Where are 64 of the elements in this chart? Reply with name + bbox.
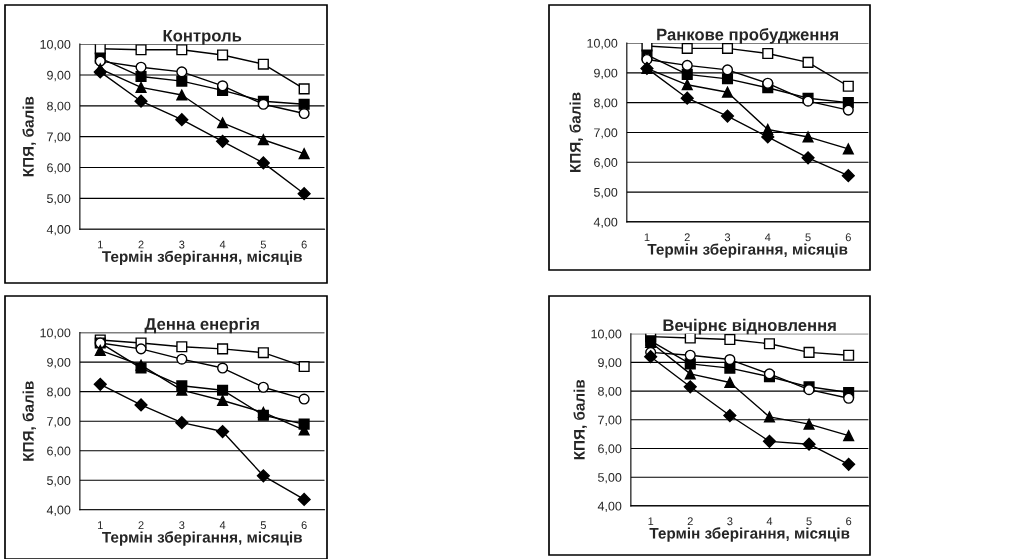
y-tick-label: 6,00 (598, 444, 622, 455)
y-tick-label: 7,00 (598, 415, 622, 426)
x-axis-title: Термін зберігання, місяців (102, 531, 302, 546)
chart-title: Денна енергія (144, 317, 259, 334)
y-tick-label: 5,00 (598, 473, 622, 484)
y-tick-label: 10,00 (40, 39, 71, 51)
x-tick-label: 2 (687, 517, 693, 526)
y-tick-label: 8,00 (594, 98, 618, 109)
x-axis-title: Термін зберігання, місяців (649, 527, 850, 542)
x-axis-title: Термін зберігання, місяців (647, 243, 848, 258)
y-axis-title: КПЯ, балів (22, 96, 36, 177)
x-tick-label: 3 (727, 517, 733, 526)
x-tick-label: 2 (684, 233, 690, 242)
x-tick-label: 1 (98, 240, 103, 249)
y-tick-label: 9,00 (47, 70, 71, 82)
chart-title: Вечірнє відновлення (663, 318, 836, 335)
y-tick-label: 8,00 (47, 101, 71, 112)
x-tick-label: 6 (301, 240, 307, 249)
y-axis-title: КПЯ, балів (22, 381, 36, 461)
y-tick-label: 7,00 (47, 132, 71, 143)
x-axis-title: Термін зберігання, місяців (102, 250, 302, 266)
x-tick-label: 5 (805, 233, 811, 242)
y-tick-label: 9,00 (47, 357, 71, 369)
y-tick-label: 9,00 (598, 358, 622, 369)
x-tick-label: 4 (219, 240, 226, 249)
y-axis-title: КПЯ, балів (569, 92, 583, 172)
y-tick-label: 7,00 (47, 417, 71, 428)
y-tick-label: 9,00 (594, 68, 618, 79)
y-tick-label: 8,00 (598, 386, 622, 398)
x-tick-label: 4 (219, 521, 226, 529)
y-tick-label: 10,00 (587, 38, 618, 50)
y-tick-label: 4,00 (46, 224, 71, 236)
y-tick-label: 10,00 (591, 329, 622, 340)
x-tick-label: 2 (138, 240, 144, 249)
x-tick-label: 5 (260, 521, 266, 530)
y-tick-label: 10,00 (40, 328, 71, 339)
y-tick-label: 4,00 (597, 501, 622, 513)
x-tick-label: 5 (260, 240, 266, 249)
y-tick-label: 5,00 (593, 187, 618, 199)
y-tick-label: 7,00 (594, 128, 618, 139)
y-tick-label: 4,00 (593, 217, 618, 229)
x-tick-label: 6 (301, 521, 307, 530)
x-tick-label: 4 (764, 233, 771, 242)
x-tick-label: 3 (179, 521, 185, 530)
x-tick-label: 6 (846, 517, 852, 526)
y-tick-label: 5,00 (47, 476, 71, 487)
y-tick-label: 6,00 (47, 446, 71, 457)
y-tick-label: 6,00 (594, 158, 618, 169)
x-tick-label: 1 (648, 517, 654, 526)
y-tick-label: 6,00 (47, 163, 71, 174)
y-tick-label: 8,00 (47, 387, 71, 398)
y-tick-label: 5,00 (47, 194, 71, 205)
y-axis-title: КПЯ, балів (573, 379, 587, 460)
x-tick-label: 1 (98, 521, 103, 529)
x-tick-label: 1 (644, 233, 650, 242)
x-tick-label: 3 (724, 233, 731, 242)
x-tick-label: 2 (138, 521, 144, 529)
x-tick-label: 3 (179, 240, 185, 249)
x-tick-label: 4 (766, 517, 773, 526)
y-tick-label: 4,00 (46, 505, 71, 516)
x-tick-label: 5 (806, 517, 812, 526)
chart-title: Контроль (163, 29, 242, 45)
x-tick-label: 6 (845, 233, 851, 242)
chart-title: Ранкове пробудження (657, 28, 839, 44)
